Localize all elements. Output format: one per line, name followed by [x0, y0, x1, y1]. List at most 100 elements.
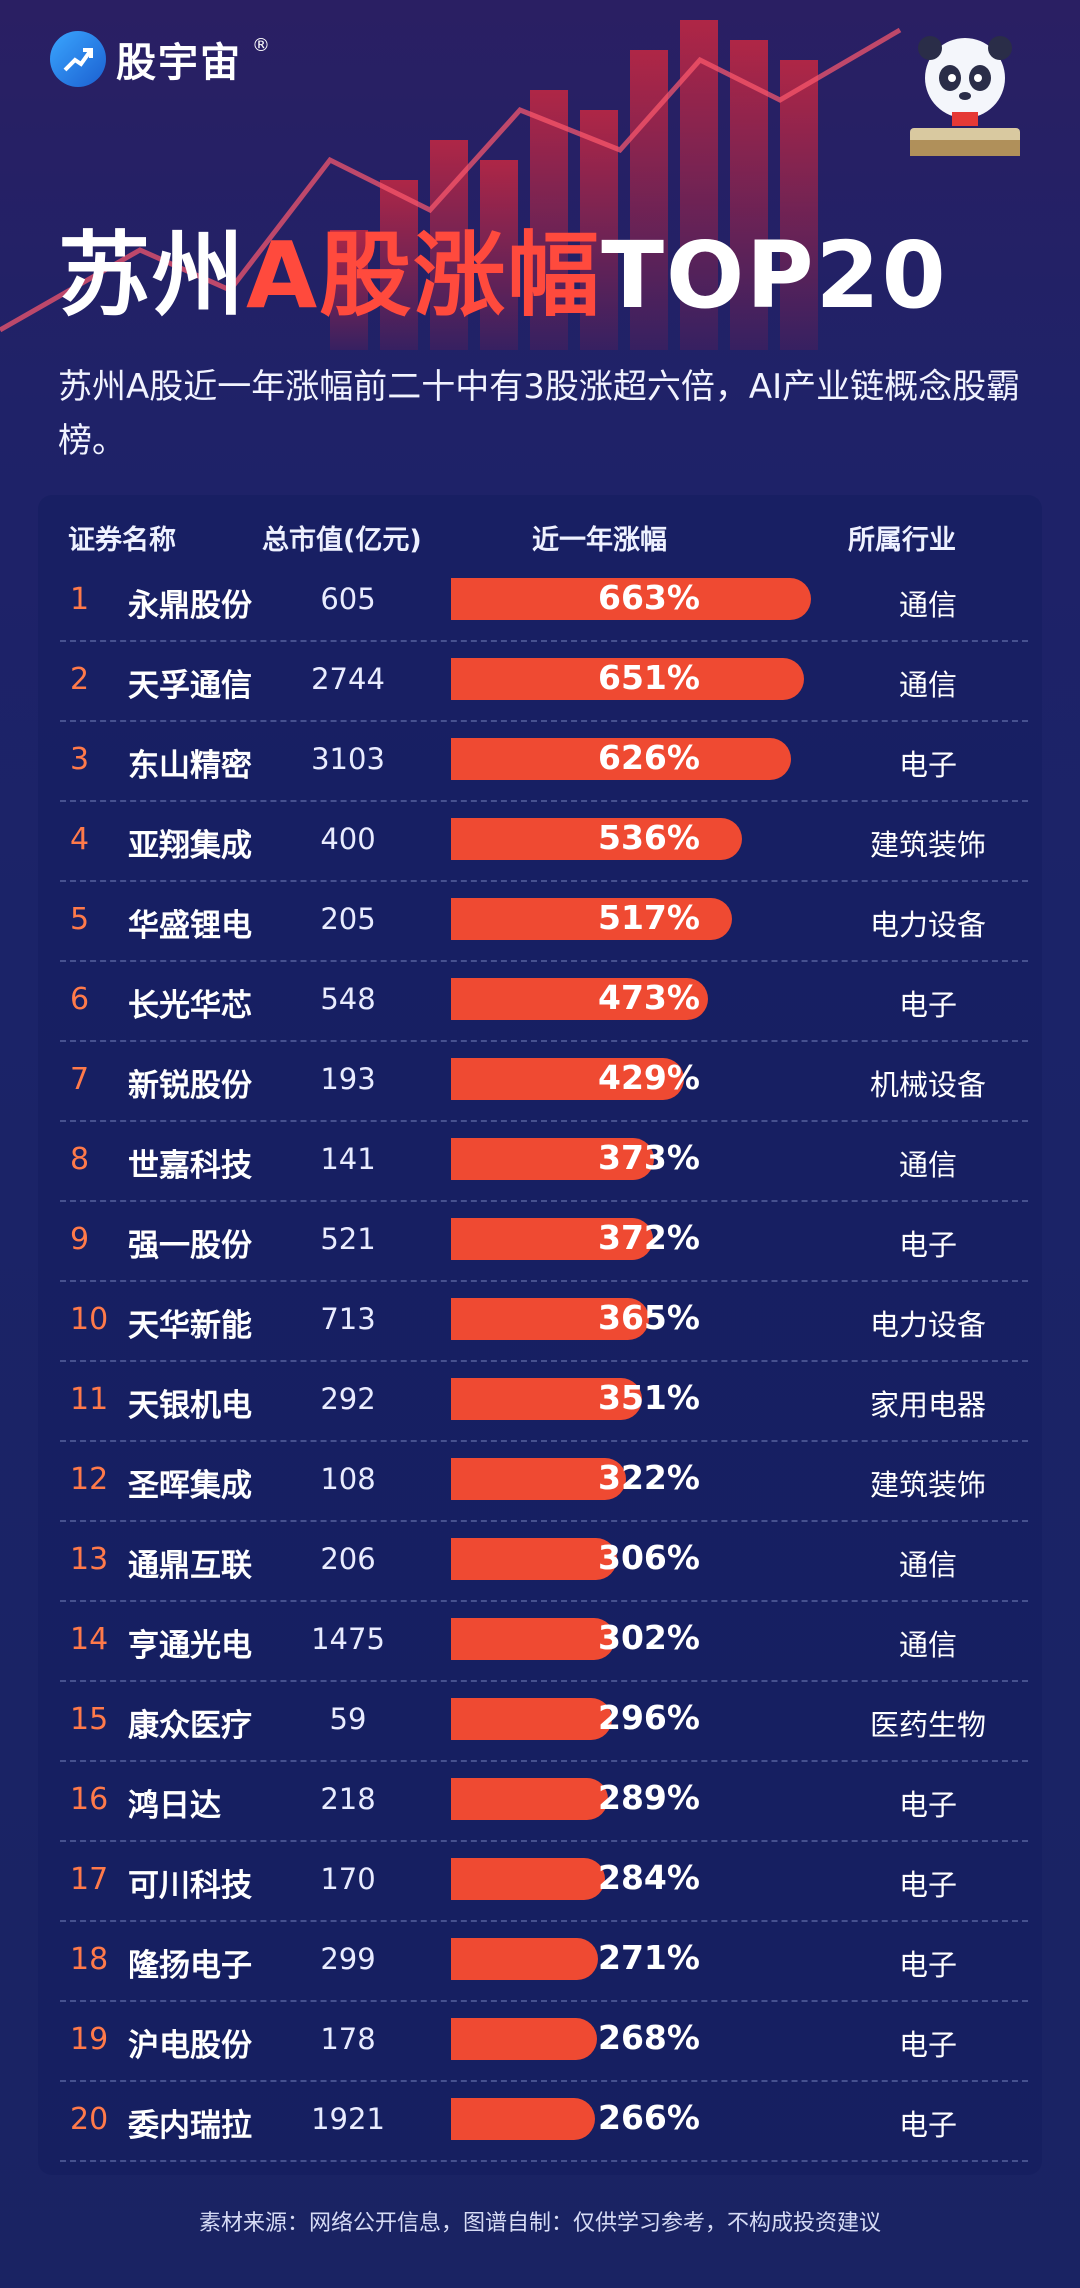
gain-bar	[451, 578, 811, 620]
gain-bar	[451, 1618, 615, 1660]
gain-label: 429%	[598, 1058, 700, 1097]
gain-label: 663%	[598, 578, 700, 617]
table-row: 11 天银机电 292 351% 家用电器	[60, 1360, 1028, 1442]
stock-name: 通鼎互联	[128, 1548, 252, 1584]
gain-bar	[451, 2098, 595, 2140]
gain-label: 536%	[598, 818, 700, 857]
market-cap: 108	[320, 1462, 376, 1496]
rank-number: 4	[70, 822, 90, 857]
gain-label: 372%	[598, 1218, 700, 1257]
rank-number: 11	[70, 1382, 109, 1417]
gain-label: 266%	[598, 2098, 700, 2137]
industry-label: 家用电器	[869, 1388, 986, 1422]
table-row: 7 新锐股份 193 429% 机械设备	[60, 1040, 1028, 1122]
rank-number: 3	[70, 742, 90, 777]
page-title: 苏州A股涨幅TOP20	[58, 230, 948, 322]
stock-name: 天华新能	[128, 1308, 252, 1344]
hero-background	[0, 0, 1080, 470]
stock-name: 天孚通信	[128, 668, 252, 704]
gain-bar	[451, 738, 791, 780]
rank-number: 1	[70, 582, 90, 617]
rank-number: 6	[70, 982, 90, 1017]
industry-label: 电子	[898, 1868, 957, 1902]
gain-bar	[451, 1858, 605, 1900]
table-row: 2 天孚通信 2744 651% 通信	[60, 640, 1028, 722]
industry-label: 电子	[898, 2108, 957, 2142]
industry-label: 电子	[898, 988, 957, 1022]
industry-label: 电子	[898, 1788, 957, 1822]
table-row: 9 强一股份 521 372% 电子	[60, 1200, 1028, 1282]
table-row: 12 圣晖集成 108 322% 建筑装饰	[60, 1440, 1028, 1522]
gain-bar	[451, 1458, 626, 1500]
gain-bar	[451, 1538, 617, 1580]
rank-number: 17	[70, 1862, 109, 1897]
table-row: 3 东山精密 3103 626% 电子	[60, 720, 1028, 802]
market-cap: 1475	[311, 1622, 385, 1656]
gain-label: 289%	[598, 1778, 700, 1817]
header-name: 证券名称	[68, 525, 176, 556]
stock-name: 天银机电	[128, 1388, 252, 1424]
industry-label: 建筑装饰	[869, 1468, 986, 1502]
rank-number: 5	[70, 902, 90, 937]
stock-name: 长光华芯	[128, 988, 252, 1024]
gain-label: 473%	[598, 978, 700, 1017]
gain-label: 302%	[598, 1618, 700, 1657]
gain-bar	[451, 898, 732, 940]
industry-label: 医药生物	[869, 1708, 986, 1742]
table-row: 16 鸿日达 218 289% 电子	[60, 1760, 1028, 1842]
rank-number: 14	[70, 1622, 109, 1657]
stock-name: 亨通光电	[128, 1628, 252, 1664]
panda-mascot-icon	[900, 28, 1030, 168]
industry-label: 建筑装饰	[869, 828, 986, 862]
rank-number: 12	[70, 1462, 109, 1497]
industry-label: 电子	[898, 748, 957, 782]
industry-label: 通信	[898, 1148, 957, 1182]
rank-number: 13	[70, 1542, 109, 1577]
title-part2: A股涨幅	[246, 222, 602, 329]
market-cap: 59	[329, 1702, 367, 1736]
rank-number: 8	[70, 1142, 90, 1177]
industry-label: 通信	[898, 1548, 957, 1582]
market-cap: 299	[320, 1942, 376, 1976]
stock-name: 康众医疗	[128, 1708, 252, 1744]
gain-bar	[451, 658, 804, 700]
market-cap: 3103	[311, 742, 385, 776]
gain-label: 373%	[598, 1138, 700, 1177]
chart-arrow-icon	[50, 31, 106, 87]
stock-name: 世嘉科技	[128, 1148, 252, 1184]
gain-label: 365%	[598, 1298, 700, 1337]
gain-bar	[451, 1298, 649, 1340]
rank-number: 20	[70, 2102, 109, 2137]
footer-note: 素材来源：网络公开信息，图谱自制：仅供学习参考，不构成投资建议	[198, 2211, 881, 2236]
table-row: 6 长光华芯 548 473% 电子	[60, 960, 1028, 1042]
stock-name: 沪电股份	[128, 2028, 252, 2064]
stock-name: 隆扬电子	[128, 1948, 252, 1984]
table-row: 10 天华新能 713 365% 电力设备	[60, 1280, 1028, 1362]
rank-number: 16	[70, 1782, 109, 1817]
stock-name: 圣晖集成	[128, 1468, 252, 1504]
rank-number: 19	[70, 2022, 109, 2057]
gain-label: 651%	[598, 658, 700, 697]
table-row: 20 委内瑞拉 1921 266% 电子	[60, 2080, 1028, 2162]
gain-bar	[451, 1138, 654, 1180]
market-cap: 218	[320, 1782, 376, 1816]
gain-label: 268%	[598, 2018, 700, 2057]
table-header: 证券名称 总市值(亿元) 近一年涨幅 所属行业	[0, 510, 1080, 560]
gain-label: 284%	[598, 1858, 700, 1897]
registered-mark: ®	[252, 34, 270, 56]
market-cap: 178	[320, 2022, 376, 2056]
table-row: 19 沪电股份 178 268% 电子	[60, 2000, 1028, 2082]
industry-label: 通信	[898, 1628, 957, 1662]
market-cap: 1921	[311, 2102, 385, 2136]
market-cap: 521	[320, 1222, 376, 1256]
stock-name: 强一股份	[128, 1228, 252, 1264]
table-row: 18 隆扬电子 299 271% 电子	[60, 1920, 1028, 2002]
market-cap: 400	[320, 822, 376, 856]
gain-label: 306%	[598, 1538, 700, 1577]
industry-label: 通信	[898, 668, 957, 702]
gain-label: 626%	[598, 738, 700, 777]
gain-bar	[451, 1058, 684, 1100]
rank-number: 2	[70, 662, 90, 697]
gain-label: 296%	[598, 1698, 700, 1737]
gain-label: 351%	[598, 1378, 700, 1417]
